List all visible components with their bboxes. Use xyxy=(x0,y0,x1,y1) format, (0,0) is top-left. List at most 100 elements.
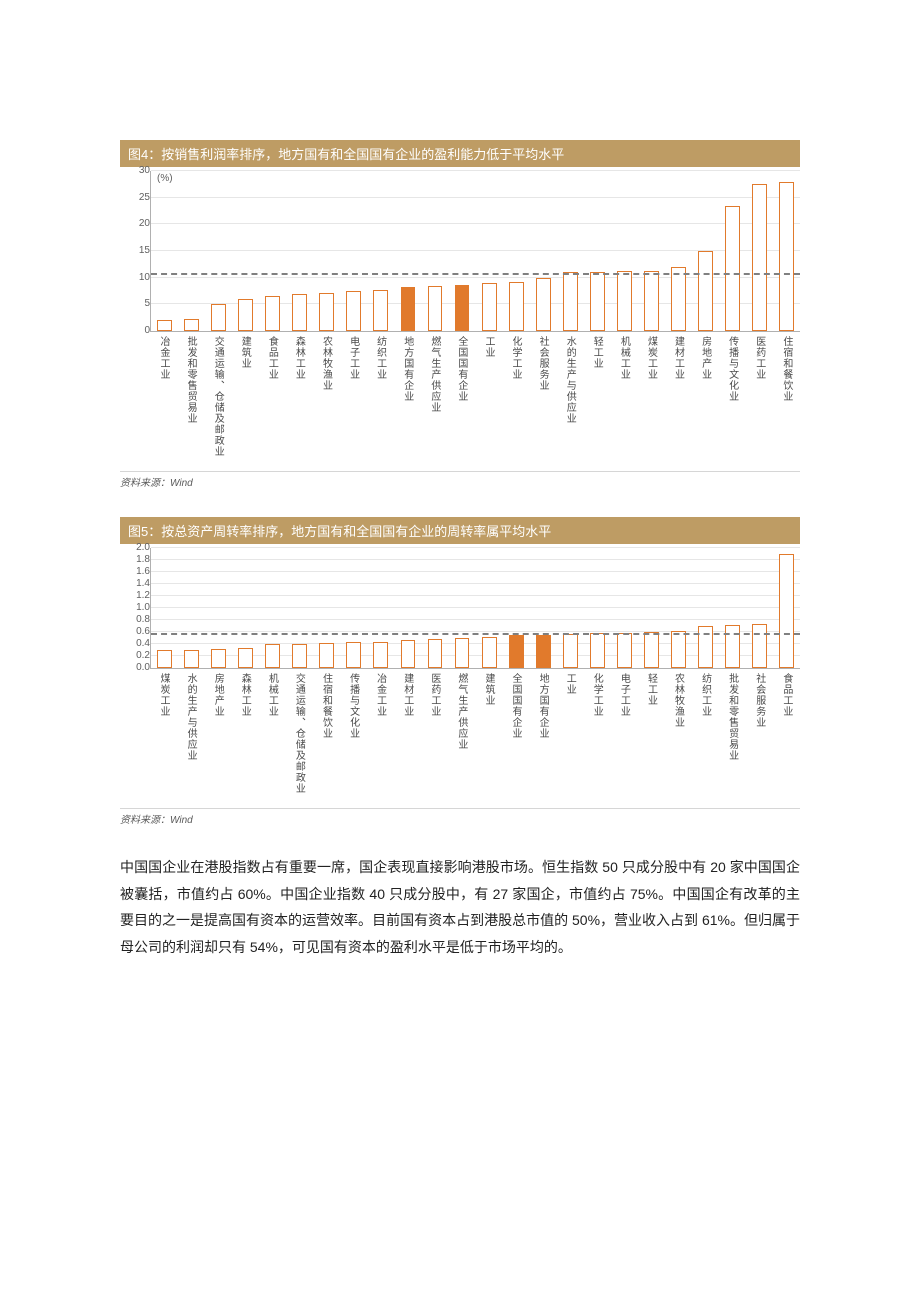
bar-slot xyxy=(719,548,746,668)
xlabel-slot: 传播与文化业 xyxy=(719,336,746,457)
bar-slot xyxy=(232,171,259,331)
xlabel-slot: 水的生产与供应业 xyxy=(177,673,204,794)
average-line xyxy=(151,633,800,635)
xlabel-slot: 机械工业 xyxy=(610,336,637,457)
bar xyxy=(346,642,361,668)
xlabel-slot: 建材工业 xyxy=(394,673,421,794)
xlabel: 化学工业 xyxy=(508,336,523,457)
bar xyxy=(211,304,226,331)
bar-slot xyxy=(746,171,773,331)
figure-5-chart: 2.01.81.61.41.21.00.80.60.40.20.0 煤炭工业水的… xyxy=(120,548,800,794)
bar-slot xyxy=(503,548,530,668)
bar-slot xyxy=(692,171,719,331)
xlabel-slot: 农林牧渔业 xyxy=(312,336,339,457)
figure-4: 图4：按销售利润率排序，地方国有和全国国有企业的盈利能力低于平均水平 30252… xyxy=(120,140,800,489)
xlabel-slot: 水的生产与供应业 xyxy=(556,336,583,457)
bar-slot xyxy=(367,548,394,668)
xlabel: 电子工业 xyxy=(346,336,361,457)
xlabel: 传播与文化业 xyxy=(346,673,361,794)
xlabel: 冶金工业 xyxy=(156,336,171,457)
xlabel: 住宿和餐饮业 xyxy=(779,336,794,457)
page-content: 图4：按销售利润率排序，地方国有和全国国有企业的盈利能力低于平均水平 30252… xyxy=(0,0,920,1034)
bar-slot xyxy=(259,548,286,668)
xlabel: 化学工业 xyxy=(589,673,604,794)
xlabel: 医药工业 xyxy=(427,673,442,794)
bar-slot xyxy=(313,171,340,331)
xlabel-slot: 医药工业 xyxy=(746,336,773,457)
bar-slot xyxy=(530,171,557,331)
xlabel-slot: 批发和零售贸易业 xyxy=(177,336,204,457)
bar-slot xyxy=(259,171,286,331)
bar xyxy=(698,251,713,331)
xlabel: 批发和零售贸易业 xyxy=(183,336,198,457)
xlabel-slot: 房地产业 xyxy=(692,336,719,457)
xlabel-slot: 地方国有企业 xyxy=(529,673,556,794)
xlabel: 建材工业 xyxy=(671,336,686,457)
xlabel: 建筑业 xyxy=(237,336,252,457)
divider xyxy=(120,471,800,472)
xlabel-slot: 食品工业 xyxy=(258,336,285,457)
xlabel-slot: 住宿和餐饮业 xyxy=(312,673,339,794)
bar xyxy=(373,642,388,668)
xlabel: 农林牧渔业 xyxy=(319,336,334,457)
bar xyxy=(184,650,199,668)
xlabel-slot: 轻工业 xyxy=(583,336,610,457)
bar-slot xyxy=(232,548,259,668)
xlabel: 冶金工业 xyxy=(373,673,388,794)
figure-4-title: 图4：按销售利润率排序，地方国有和全国国有企业的盈利能力低于平均水平 xyxy=(120,140,800,167)
bar-slot xyxy=(286,171,313,331)
figure-4-unit: (%) xyxy=(157,173,173,184)
bar xyxy=(644,632,659,668)
bar-slot xyxy=(286,548,313,668)
xlabel-slot: 交通运输、仓储及邮政业 xyxy=(204,336,231,457)
xlabel: 燃气生产供应业 xyxy=(427,336,442,457)
bar xyxy=(238,648,253,668)
bar-slot xyxy=(773,171,800,331)
bar-slot xyxy=(719,171,746,331)
bar xyxy=(292,644,307,668)
xlabel: 森林工业 xyxy=(291,336,306,457)
bar-slot xyxy=(205,548,232,668)
xlabel-slot: 煤炭工业 xyxy=(637,336,664,457)
xlabel-slot: 工业 xyxy=(475,336,502,457)
bar xyxy=(509,282,524,331)
bar-slot xyxy=(584,548,611,668)
xlabel: 轻工业 xyxy=(589,336,604,457)
bar xyxy=(319,643,334,668)
bar xyxy=(401,640,416,668)
figure-5-title: 图5：按总资产周转率排序，地方国有和全国国有企业的周转率属平均水平 xyxy=(120,517,800,544)
xlabel-slot: 纺织工业 xyxy=(367,336,394,457)
bar-slot xyxy=(557,548,584,668)
bar xyxy=(265,296,280,331)
xlabel: 房地产业 xyxy=(698,336,713,457)
bar-slot xyxy=(557,171,584,331)
bar xyxy=(373,290,388,331)
bar-slot xyxy=(638,171,665,331)
xlabel: 机械工业 xyxy=(616,336,631,457)
bar-slot xyxy=(205,171,232,331)
bar-slot xyxy=(692,548,719,668)
xlabel-slot: 冶金工业 xyxy=(150,336,177,457)
bar xyxy=(725,625,740,668)
xlabel: 电子工业 xyxy=(616,673,631,794)
figure-4-chart: 302520151050 (%) 冶金工业批发和零售贸易业交通运输、仓储及邮政业… xyxy=(120,171,800,457)
bar-slot xyxy=(421,548,448,668)
bar xyxy=(563,272,578,331)
average-line xyxy=(151,273,800,275)
xlabel-slot: 房地产业 xyxy=(204,673,231,794)
bar xyxy=(157,320,172,331)
bar-slot xyxy=(313,548,340,668)
bar xyxy=(292,294,307,331)
bar xyxy=(482,283,497,331)
bar xyxy=(401,287,416,331)
bar xyxy=(536,635,551,668)
xlabel: 食品工业 xyxy=(264,336,279,457)
figure-4-source: 资料来源：Wind xyxy=(120,474,800,489)
bar xyxy=(752,624,767,668)
bar xyxy=(617,633,632,668)
xlabel-slot: 森林工业 xyxy=(231,673,258,794)
bar-slot xyxy=(340,548,367,668)
xlabel-slot: 交通运输、仓储及邮政业 xyxy=(285,673,312,794)
xlabel-slot: 化学工业 xyxy=(502,336,529,457)
xlabel: 全国国有企业 xyxy=(454,336,469,457)
